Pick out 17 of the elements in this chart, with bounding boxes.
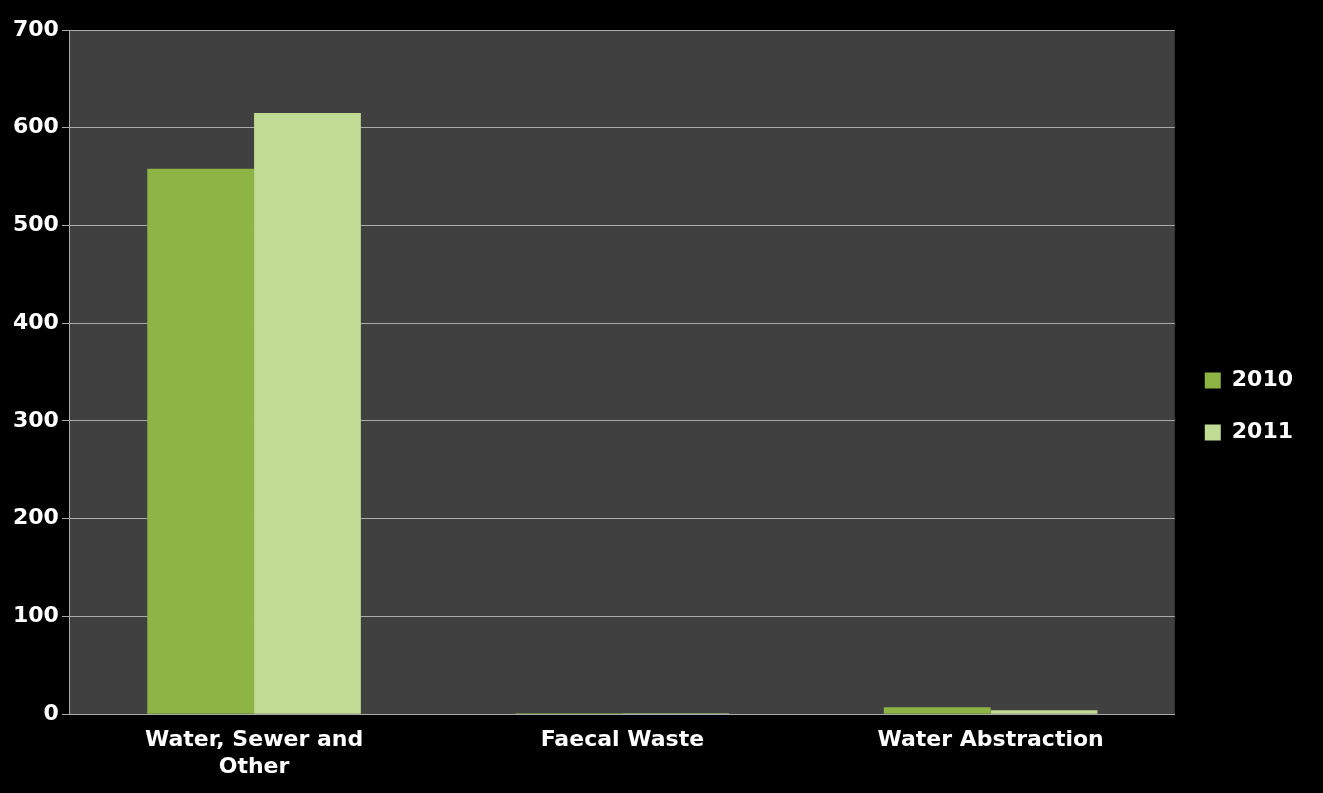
bar — [883, 707, 991, 714]
y-tick-label: 0 — [43, 699, 59, 725]
y-tick-label: 300 — [12, 406, 59, 432]
legend-label: 2010 — [1231, 366, 1293, 392]
y-tick-label: 500 — [12, 211, 59, 237]
y-tick-label: 700 — [12, 15, 59, 41]
x-tick-label: Water Abstraction — [877, 726, 1104, 752]
y-tick-label: 200 — [12, 504, 59, 530]
bar — [254, 113, 361, 714]
y-tick-label: 100 — [12, 602, 59, 628]
y-tick-label: 400 — [12, 308, 59, 334]
y-tick-label: 600 — [12, 113, 59, 139]
bar — [990, 710, 1098, 714]
x-tick-label: Water, Sewer and Other — [144, 726, 364, 778]
legend-label: 2011 — [1231, 418, 1293, 444]
x-tick-label: Faecal Waste — [540, 726, 705, 752]
bar — [147, 168, 255, 714]
